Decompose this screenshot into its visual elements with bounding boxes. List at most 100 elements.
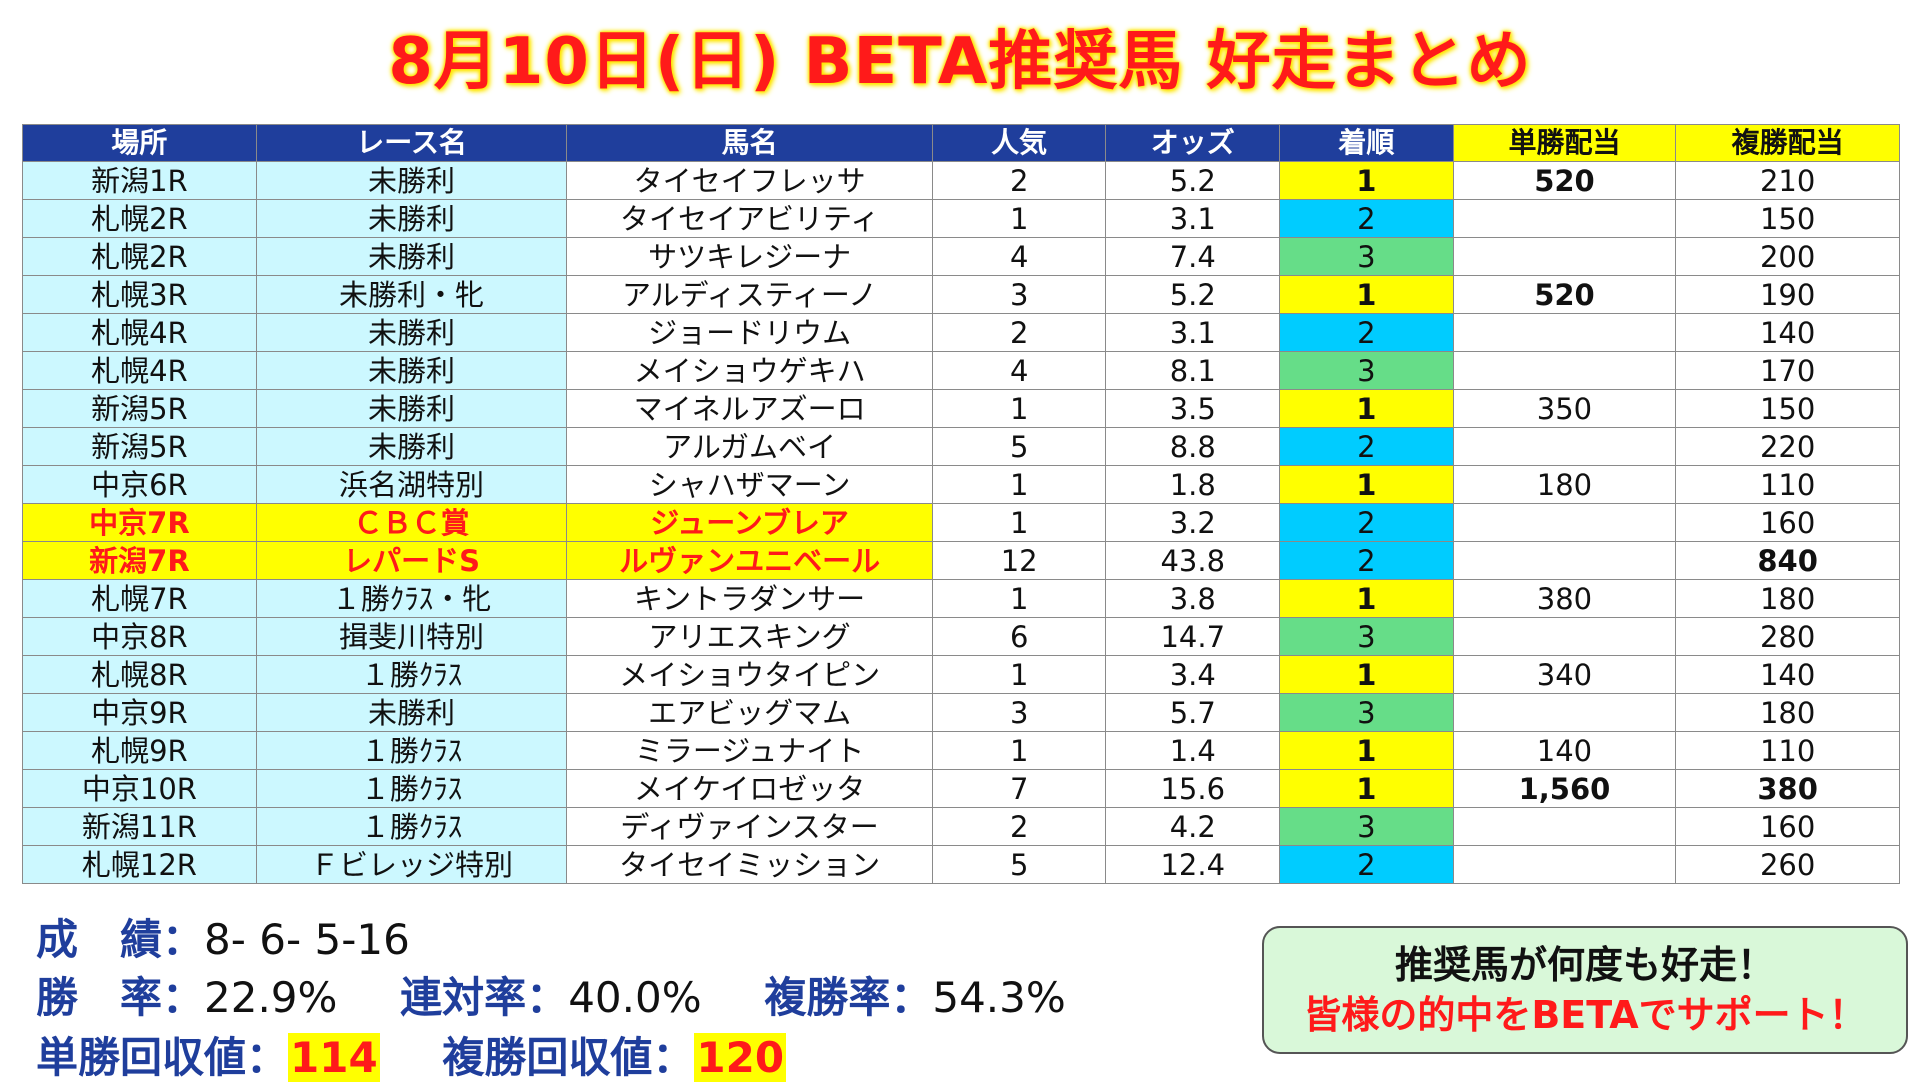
place-return-label: 複勝回収値： bbox=[442, 1033, 695, 1082]
cell-place-payout: 180 bbox=[1675, 579, 1900, 618]
table-row: 札幌9R １勝ｸﾗｽ ミラージュナイト 1 1.4 1 140 110 bbox=[22, 731, 1900, 770]
cell-place-payout: 260 bbox=[1675, 845, 1900, 884]
cell-popularity: 3 bbox=[931, 693, 1107, 732]
cell-finish: 2 bbox=[1279, 845, 1454, 884]
cell-win-payout: 180 bbox=[1452, 465, 1677, 504]
cell-finish: 1 bbox=[1279, 465, 1454, 504]
quinella-rate-label: 連対率： bbox=[400, 973, 569, 1022]
cell-horse-name: マイネルアズーロ bbox=[566, 389, 933, 428]
cell-win-payout bbox=[1452, 199, 1677, 238]
cell-place-payout: 190 bbox=[1675, 275, 1900, 314]
cell-odds: 8.1 bbox=[1105, 351, 1281, 390]
cell-popularity: 1 bbox=[931, 199, 1107, 238]
cell-finish: 1 bbox=[1279, 731, 1454, 770]
table-row: 中京8R 揖斐川特別 アリエスキング 6 14.7 3 280 bbox=[22, 617, 1900, 656]
cell-venue: 新潟5R bbox=[22, 427, 257, 466]
table-row: 新潟5R 未勝利 アルガムベイ 5 8.8 2 220 bbox=[22, 427, 1900, 466]
cell-popularity: 2 bbox=[931, 161, 1107, 200]
table-row: 札幌8R １勝ｸﾗｽ メイショウタイピン 1 3.4 1 340 140 bbox=[22, 655, 1900, 694]
cell-horse-name: ミラージュナイト bbox=[566, 731, 933, 770]
cell-race-name: 未勝利 bbox=[255, 199, 568, 238]
header-race-name: レース名 bbox=[255, 124, 568, 162]
cell-odds: 1.8 bbox=[1105, 465, 1281, 504]
cell-win-payout: 140 bbox=[1452, 731, 1677, 770]
header-win-payout: 単勝配当 bbox=[1452, 124, 1677, 162]
callout-line-1: 推奨馬が何度も好走！ bbox=[1394, 943, 1775, 987]
cell-horse-name: エアビッグマム bbox=[566, 693, 933, 732]
cell-race-name: 未勝利 bbox=[255, 313, 568, 352]
header-place-payout: 複勝配当 bbox=[1675, 124, 1900, 162]
stats-rate-line: 勝 率：22.9% 連対率：40.0% 複勝率：54.3% bbox=[36, 964, 1066, 1025]
cell-venue: 札幌2R bbox=[22, 237, 257, 276]
cell-race-name: レパードS bbox=[255, 541, 568, 580]
cell-horse-name: アルディスティーノ bbox=[566, 275, 933, 314]
cell-odds: 3.1 bbox=[1105, 313, 1281, 352]
cell-popularity: 1 bbox=[931, 655, 1107, 694]
cell-place-payout: 110 bbox=[1675, 731, 1900, 770]
cell-place-payout: 180 bbox=[1675, 693, 1900, 732]
cell-horse-name: サツキレジーナ bbox=[566, 237, 933, 276]
cell-odds: 3.1 bbox=[1105, 199, 1281, 238]
header-horse-name: 馬名 bbox=[566, 124, 933, 162]
cell-place-payout: 220 bbox=[1675, 427, 1900, 466]
cell-horse-name: アリエスキング bbox=[566, 617, 933, 656]
cell-race-name: １勝ｸﾗｽ・牝 bbox=[255, 579, 568, 618]
stats-record-line: 成 績：8- 6- 5-16 bbox=[36, 906, 410, 967]
cell-place-payout: 200 bbox=[1675, 237, 1900, 276]
cell-horse-name: アルガムベイ bbox=[566, 427, 933, 466]
cell-place-payout: 150 bbox=[1675, 199, 1900, 238]
cell-place-payout: 210 bbox=[1675, 161, 1900, 200]
place-rate-label: 複勝率： bbox=[764, 973, 933, 1022]
table-row: 札幌7R １勝ｸﾗｽ・牝 キントラダンサー 1 3.8 1 380 180 bbox=[22, 579, 1900, 618]
cell-odds: 3.8 bbox=[1105, 579, 1281, 618]
cell-win-payout bbox=[1452, 807, 1677, 846]
cell-venue: 札幌3R bbox=[22, 275, 257, 314]
cell-venue: 中京7R bbox=[22, 503, 257, 542]
cell-win-payout: 350 bbox=[1452, 389, 1677, 428]
cell-finish: 3 bbox=[1279, 237, 1454, 276]
cell-popularity: 1 bbox=[931, 731, 1107, 770]
cell-odds: 15.6 bbox=[1105, 769, 1281, 808]
cell-finish: 1 bbox=[1279, 579, 1454, 618]
cell-venue: 中京9R bbox=[22, 693, 257, 732]
cell-race-name: １勝ｸﾗｽ bbox=[255, 807, 568, 846]
cell-finish: 2 bbox=[1279, 313, 1454, 352]
header-venue: 場所 bbox=[22, 124, 257, 162]
cell-race-name: 未勝利 bbox=[255, 693, 568, 732]
cell-place-payout: 110 bbox=[1675, 465, 1900, 504]
cell-odds: 8.8 bbox=[1105, 427, 1281, 466]
header-odds: オッズ bbox=[1105, 124, 1281, 162]
cell-venue: 中京6R bbox=[22, 465, 257, 504]
place-return-value: 120 bbox=[694, 1033, 787, 1082]
cell-venue: 新潟5R bbox=[22, 389, 257, 428]
table-row: 札幌12R Ｆビレッジ特別 タイセイミッション 5 12.4 2 260 bbox=[22, 845, 1900, 884]
cell-horse-name: タイセイミッション bbox=[566, 845, 933, 884]
cell-popularity: 6 bbox=[931, 617, 1107, 656]
cell-finish: 2 bbox=[1279, 503, 1454, 542]
cell-horse-name: ルヴァンユニベール bbox=[566, 541, 933, 580]
cell-venue: 新潟11R bbox=[22, 807, 257, 846]
table-body: 新潟1R 未勝利 タイセイフレッサ 2 5.2 1 520 210 札幌2R 未勝利 タイセイアビリ… bbox=[22, 161, 1900, 884]
cell-finish: 2 bbox=[1279, 427, 1454, 466]
cell-horse-name: メイショウタイピン bbox=[566, 655, 933, 694]
cell-venue: 札幌8R bbox=[22, 655, 257, 694]
cell-odds: 4.2 bbox=[1105, 807, 1281, 846]
cell-win-payout bbox=[1452, 617, 1677, 656]
cell-finish: 1 bbox=[1279, 655, 1454, 694]
cell-horse-name: メイケイロゼッタ bbox=[566, 769, 933, 808]
cell-horse-name: ディヴァインスター bbox=[566, 807, 933, 846]
cell-popularity: 5 bbox=[931, 427, 1107, 466]
cell-popularity: 3 bbox=[931, 275, 1107, 314]
cell-popularity: 2 bbox=[931, 313, 1107, 352]
cell-popularity: 1 bbox=[931, 389, 1107, 428]
cell-race-name: 揖斐川特別 bbox=[255, 617, 568, 656]
place-rate-value: 54.3% bbox=[932, 973, 1066, 1022]
cell-place-payout: 170 bbox=[1675, 351, 1900, 390]
cell-venue: 札幌9R bbox=[22, 731, 257, 770]
cell-popularity: 7 bbox=[931, 769, 1107, 808]
cell-horse-name: タイセイフレッサ bbox=[566, 161, 933, 200]
table-row: 新潟1R 未勝利 タイセイフレッサ 2 5.2 1 520 210 bbox=[22, 161, 1900, 200]
results-table: 場所 レース名 馬名 人気 オッズ 着順 単勝配当 複勝配当 新潟1R 未勝利 タイ… bbox=[22, 124, 1900, 884]
cell-horse-name: キントラダンサー bbox=[566, 579, 933, 618]
table-row: 札幌2R 未勝利 タイセイアビリティ 1 3.1 2 150 bbox=[22, 199, 1900, 238]
